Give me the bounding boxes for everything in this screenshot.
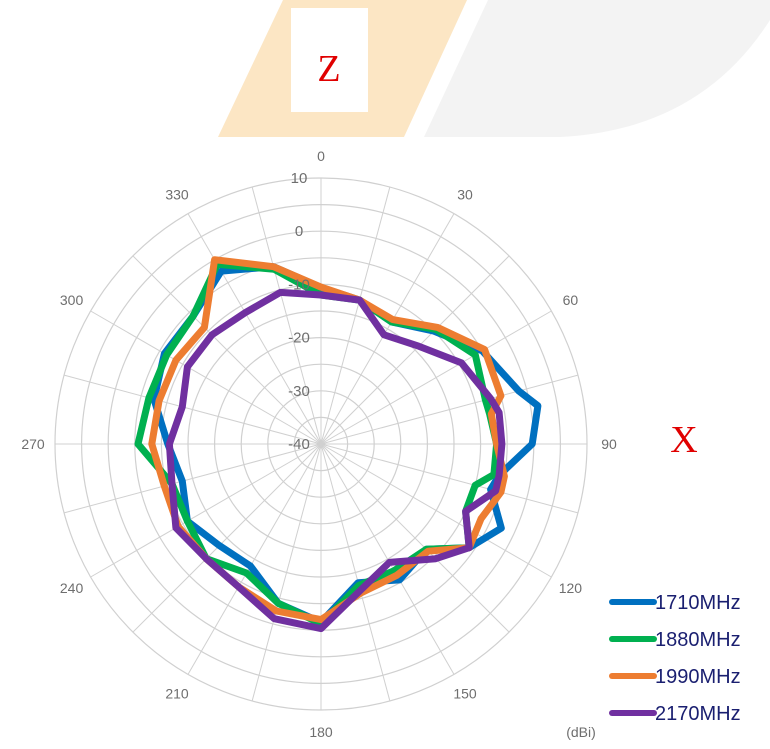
grid-spoke <box>132 255 322 445</box>
grid-spoke <box>90 443 322 578</box>
angle-tick-label: 240 <box>60 580 84 596</box>
z-axis-label: Z <box>317 48 340 90</box>
radial-tick-label: -10 <box>288 276 310 293</box>
grid-spoke <box>90 310 322 445</box>
grid-spoke <box>320 213 455 445</box>
grid-spoke <box>320 443 391 702</box>
angle-tick-label: 0 <box>317 148 325 164</box>
angle-tick-label: 90 <box>601 436 617 452</box>
x-axis-label: X <box>670 419 697 461</box>
angle-tick-label: 30 <box>457 187 473 203</box>
radial-tick-label: -40 <box>288 436 310 453</box>
legend: 1710MHz 1880MHz 1990MHz 2170MHz <box>609 592 741 725</box>
angle-tick-label: 150 <box>453 685 477 701</box>
angle-tick-label: 300 <box>60 292 84 308</box>
polar-grid-spokes <box>55 178 587 710</box>
grid-spoke <box>320 443 510 633</box>
series-lines <box>134 256 542 633</box>
radial-tick-label: -20 <box>288 330 310 347</box>
unit-label: (dBi) <box>566 724 596 740</box>
angle-tick-label: 330 <box>165 187 189 203</box>
angle-tick-label: 60 <box>563 292 579 308</box>
radial-tick-label: 0 <box>295 223 303 240</box>
grid-spoke <box>320 443 579 514</box>
background-decoration <box>218 0 770 137</box>
series-line-1990MHz <box>148 256 508 624</box>
legend-label: 2170MHz <box>655 703 741 725</box>
radial-tick-labels: -40 -30 -20 -10 0 10 <box>288 170 310 453</box>
grid-spoke <box>251 186 322 445</box>
grid-spoke <box>251 443 322 702</box>
angle-tick-label: 270 <box>21 436 45 452</box>
legend-label: 1990MHz <box>655 666 741 688</box>
radial-tick-label: 10 <box>291 170 308 187</box>
grid-spoke <box>132 443 322 633</box>
grid-spoke <box>320 443 455 675</box>
grid-spoke <box>63 443 322 514</box>
grid-spoke <box>320 443 552 578</box>
z-label-box <box>291 8 368 112</box>
radial-tick-label: -30 <box>288 383 310 400</box>
legend-label: 1880MHz <box>655 629 741 651</box>
grid-spoke <box>320 374 579 445</box>
gray-stripe-shape <box>424 0 770 137</box>
grid-spoke <box>187 443 322 675</box>
grid-spoke <box>320 255 510 445</box>
grid-spoke <box>187 213 322 445</box>
grid-spoke <box>63 374 322 445</box>
series-line-2170MHz <box>165 288 506 633</box>
grid-spoke <box>320 186 391 445</box>
legend-label: 1710MHz <box>655 592 741 614</box>
angle-tick-label: 210 <box>165 685 189 701</box>
grid-spoke <box>320 310 552 445</box>
angle-tick-label: 120 <box>559 580 583 596</box>
angle-tick-labels: 0 30 60 90 120 150 180 210 240 270 300 330 <box>21 148 617 740</box>
angle-tick-label: 180 <box>309 724 333 740</box>
